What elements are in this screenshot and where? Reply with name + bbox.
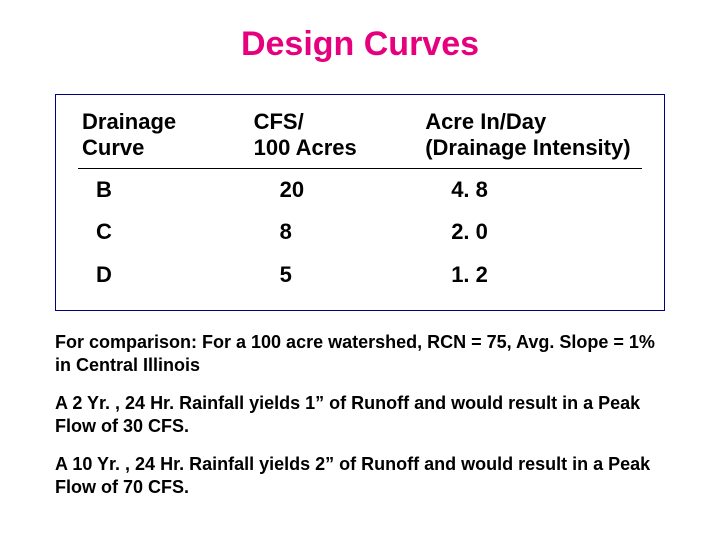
cell-cfs: 20: [246, 169, 418, 211]
header-acre-in-day: Acre In/Day(Drainage Intensity): [417, 105, 646, 168]
comparison-paragraph: For comparison: For a 100 acre watershed…: [55, 331, 665, 378]
cell-curve: B: [74, 169, 246, 211]
cell-curve: D: [74, 254, 246, 296]
header-cfs-100-acres: CFS/100 Acres: [246, 105, 418, 168]
page-title: Design Curves: [55, 25, 665, 64]
rainfall-10yr-paragraph: A 10 Yr. , 24 Hr. Rainfall yields 2” of …: [55, 453, 665, 500]
cell-cfs: 5: [246, 254, 418, 296]
table-row: D 5 1. 2: [74, 254, 646, 296]
cell-cfs: 8: [246, 211, 418, 253]
design-curves-table: Drainage Curve CFS/100 Acres Acre In/Day…: [74, 105, 646, 296]
cell-curve: C: [74, 211, 246, 253]
table-row: C 8 2. 0: [74, 211, 646, 253]
header-drainage-curve: Drainage Curve: [74, 105, 246, 168]
rainfall-2yr-paragraph: A 2 Yr. , 24 Hr. Rainfall yields 1” of R…: [55, 392, 665, 439]
design-curves-table-container: Drainage Curve CFS/100 Acres Acre In/Day…: [55, 94, 665, 311]
cell-intensity: 1. 2: [417, 254, 646, 296]
cell-intensity: 4. 8: [417, 169, 646, 211]
table-header-row: Drainage Curve CFS/100 Acres Acre In/Day…: [74, 105, 646, 168]
table-row: B 20 4. 8: [74, 169, 646, 211]
cell-intensity: 2. 0: [417, 211, 646, 253]
